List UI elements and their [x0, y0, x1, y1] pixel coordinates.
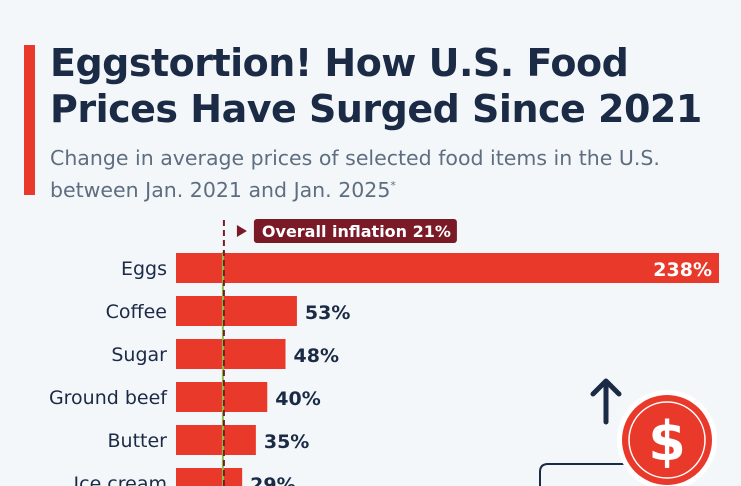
category-label: Coffee [106, 301, 167, 323]
value-label: 29% [250, 474, 295, 486]
footnote-mark: * [390, 179, 396, 192]
title-accent-bar [24, 45, 35, 195]
category-label: Sugar [111, 344, 167, 366]
category-label: Ground beef [49, 387, 168, 409]
bar-ice-cream [176, 468, 243, 486]
bar-sugar [176, 339, 286, 369]
value-label: 40% [275, 388, 320, 410]
bar-eggs [176, 253, 719, 283]
bar-butter [176, 425, 256, 455]
category-label: Ice cream [74, 473, 167, 486]
dollar-sign: $ [648, 410, 686, 473]
subtitle-line-1: Change in average prices of selected foo… [50, 146, 660, 170]
value-label: 53% [305, 302, 350, 324]
subtitle-line-2: between Jan. 2021 and Jan. 2025 [50, 177, 391, 202]
arrow-up-icon [590, 378, 622, 425]
coin-ring [628, 401, 706, 479]
coin [622, 395, 712, 485]
category-label: Butter [108, 430, 168, 452]
title-line-1: Eggstortion! How U.S. Food [50, 41, 629, 85]
page-title: Eggstortion! How U.S. Food Prices Have S… [50, 40, 702, 132]
bar-coffee [176, 296, 297, 326]
value-label: 48% [294, 345, 339, 367]
dollar-coin-icon: $ [617, 390, 717, 486]
card-outline [539, 463, 640, 486]
value-label: 35% [264, 431, 309, 453]
category-label: Eggs [121, 258, 167, 280]
reference-label: Overall inflation 21% [262, 222, 451, 241]
title-line-2: Prices Have Surged Since 2021 [50, 87, 702, 131]
reference-label-box [253, 219, 457, 243]
bar-ground-beef [176, 382, 268, 412]
subtitle: Change in average prices of selected foo… [50, 144, 660, 204]
reference-arrow-icon [236, 225, 247, 237]
value-label: 238% [653, 259, 712, 281]
